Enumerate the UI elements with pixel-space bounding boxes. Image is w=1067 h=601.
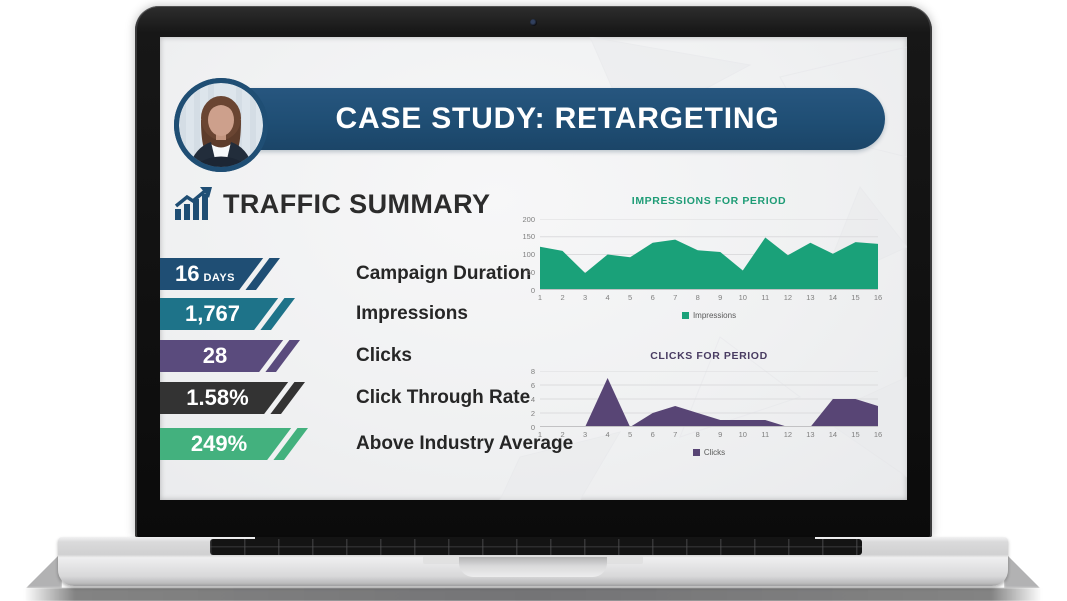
x-axis-tick: 3 — [582, 293, 588, 302]
stat-label: Impressions — [356, 303, 468, 324]
x-axis-tick: 7 — [673, 293, 678, 302]
x-axis-tick: 1 — [537, 430, 543, 439]
stat-badge: 1.58% — [160, 382, 305, 414]
stat-badge: 249% — [160, 428, 308, 460]
x-axis-tick: 11 — [761, 430, 770, 439]
x-axis-tick: 4 — [605, 430, 610, 439]
x-axis: 1 2 3 4 5 6 7 8 9 10 11 12 13 14 15 16 — [538, 430, 882, 439]
laptop-shadow-right — [1004, 552, 1040, 588]
x-axis-tick: 16 — [873, 430, 883, 439]
x-axis-tick: 4 — [605, 293, 610, 302]
stat-row: 1,767 Impressions — [160, 298, 600, 330]
chart-legend: Clicks — [540, 448, 878, 457]
x-axis-tick: 2 — [560, 293, 565, 302]
x-axis-tick: 1 — [537, 293, 543, 302]
stat-value: 1,767 — [184, 301, 241, 326]
stat-row: 28 Clicks — [160, 340, 600, 372]
legend-label: Clicks — [703, 448, 726, 457]
stat-value: 28 — [202, 343, 228, 368]
x-axis-tick: 13 — [806, 293, 815, 302]
x-axis-tick: 2 — [560, 430, 565, 439]
y-axis-tick: 150 — [522, 232, 535, 242]
chart-plot-area: 0 50 100 150 200 — [522, 215, 878, 295]
title-banner: CASE STUDY: RETARGETING — [230, 88, 885, 150]
section-heading: TRAFFIC SUMMARY — [174, 187, 490, 221]
y-axis-tick: 4 — [530, 394, 535, 404]
x-axis-tick: 11 — [761, 293, 770, 302]
stat-label: Campaign Duration — [356, 263, 532, 284]
chart-legend: Impressions — [540, 311, 878, 320]
y-axis-tick: 100 — [522, 250, 535, 259]
stat-badge: 1,767 — [160, 298, 295, 330]
laptop-base — [58, 537, 1008, 586]
x-axis-tick: 6 — [650, 293, 655, 302]
x-axis-tick: 15 — [851, 293, 860, 302]
impressions-chart: IMPRESSIONS FOR PERIOD 0 50 100 150 200 1 2 3 4 5 6… — [510, 195, 882, 320]
x-axis-tick: 12 — [783, 430, 793, 439]
y-axis-tick: 50 — [526, 267, 535, 277]
slide-title: CASE STUDY: RETARGETING — [335, 102, 780, 135]
x-axis-tick: 15 — [851, 430, 860, 439]
x-axis-tick: 6 — [650, 430, 655, 439]
x-axis-tick: 3 — [582, 430, 588, 439]
legend-swatch — [681, 312, 689, 319]
stat-label: Click Through Rate — [356, 387, 531, 408]
stat-value: 249% — [190, 431, 248, 456]
x-axis: 1 2 3 4 5 6 7 8 9 10 11 12 13 14 15 16 — [538, 293, 882, 302]
y-axis-tick: 0 — [530, 285, 535, 295]
y-axis-tick: 2 — [530, 408, 535, 418]
x-axis-tick: 9 — [718, 293, 723, 302]
laptop-keyboard — [210, 539, 862, 555]
stat-badge: 28 — [160, 340, 300, 372]
stat-label: Clicks — [356, 345, 412, 366]
y-axis-tick: 200 — [522, 214, 535, 224]
chart-title: CLICKS FOR PERIOD — [650, 350, 768, 362]
stat-row: 16 DAYS Campaign Duration — [160, 258, 600, 290]
legend-label: Impressions — [692, 311, 737, 320]
clicks-chart: CLICKS FOR PERIOD 0 2 4 6 8 1 2 3 4 5 6 7 8 9 10 11 12 13 1… — [510, 350, 882, 457]
x-axis-tick: 13 — [806, 430, 815, 439]
stat-row: 1.58% Click Through Rate — [160, 382, 600, 414]
bar-chart-icon — [174, 187, 212, 220]
section-title: TRAFFIC SUMMARY — [223, 188, 491, 219]
x-axis-tick: 14 — [828, 293, 838, 302]
y-axis-tick: 0 — [530, 422, 535, 432]
x-axis-tick: 14 — [828, 430, 838, 439]
x-axis-tick: 10 — [738, 430, 747, 439]
floor-shadow — [24, 588, 1042, 601]
legend-swatch — [692, 449, 700, 456]
x-axis-tick: 16 — [873, 293, 883, 302]
x-axis-tick: 10 — [738, 293, 747, 302]
x-axis-tick: 12 — [783, 293, 793, 302]
y-axis-tick: 6 — [530, 380, 535, 390]
stat-value: 16 — [174, 261, 200, 286]
x-axis-tick: 5 — [628, 430, 633, 439]
x-axis-tick: 8 — [695, 293, 700, 302]
laptop-shadow-left — [26, 552, 62, 588]
y-axis-tick: 8 — [530, 366, 535, 376]
chart-title: IMPRESSIONS FOR PERIOD — [631, 195, 787, 207]
x-axis-tick: 9 — [718, 430, 723, 439]
laptop-lid-notch — [459, 557, 607, 577]
x-axis-tick: 7 — [673, 430, 678, 439]
chart-plot-area: 0 2 4 6 8 — [531, 367, 878, 432]
stat-unit: DAYS — [203, 272, 236, 284]
stat-badge: 16 DAYS — [160, 258, 280, 290]
laptop-screen: CASE STUDY: RETARGETING — [160, 37, 907, 500]
x-axis-tick: 8 — [695, 430, 700, 439]
webcam-icon — [530, 19, 537, 26]
stat-value: 1.58% — [186, 385, 249, 410]
laptop-lid: CASE STUDY: RETARGETING — [135, 6, 932, 537]
x-axis-tick: 5 — [628, 293, 633, 302]
presenter-avatar — [174, 78, 268, 172]
